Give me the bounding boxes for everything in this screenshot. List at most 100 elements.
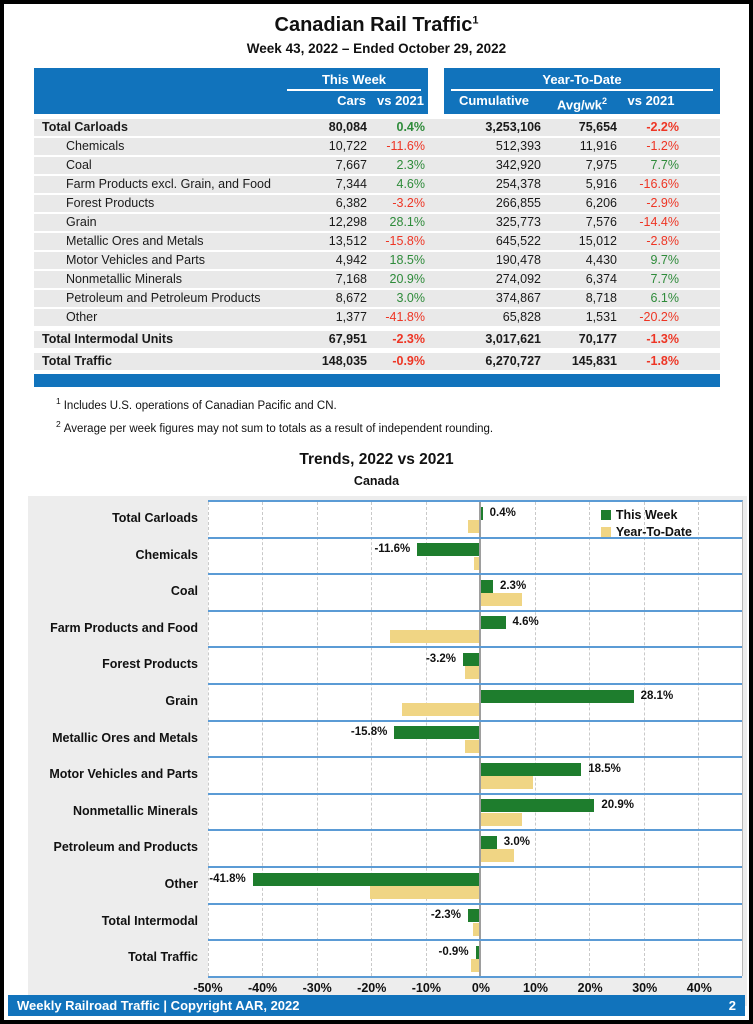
row-gap — [428, 252, 444, 269]
this-week-bar — [417, 543, 481, 557]
row-gap — [428, 271, 444, 288]
row-separator-line — [208, 939, 742, 942]
bar-value-label: -11.6% — [374, 543, 411, 556]
row-label: Motor Vehicles and Parts — [66, 253, 205, 267]
cumulative-value: 3,253,106 — [485, 120, 541, 134]
cumulative-value: 6,270,727 — [485, 354, 541, 368]
x-axis-tick-label: -30% — [302, 981, 332, 995]
avg-per-week-value: 7,576 — [585, 215, 617, 229]
avg-per-week-value: 1,531 — [585, 310, 617, 324]
bar-value-label: -15.8% — [350, 726, 388, 739]
ytd-vs2021-value: 6.1% — [650, 291, 680, 305]
this-week-bar — [467, 909, 481, 923]
chart-category-label: Coal — [170, 584, 198, 599]
cumulative-value: 325,773 — [495, 215, 541, 229]
trends-chart: Total Carloads Chemicals Coal Farm Products… — [28, 496, 747, 1006]
table-row: Total Traffic 148,035 -0.9% 6,270,727 145,83… — [34, 353, 720, 370]
this-week-vs2021-value: 18.5% — [389, 253, 425, 267]
cars-value: 13,512 — [328, 234, 367, 248]
row-gap — [428, 214, 444, 231]
footnote-2-text: Average per week figures may not sum to … — [63, 422, 494, 435]
table-row: Total Carloads 80,084 0.4% 3,253,106 75,654 -… — [34, 119, 720, 136]
this-week-group-label: This Week — [287, 72, 421, 91]
row-pad — [682, 290, 720, 307]
cumulative-value: 190,478 — [495, 253, 541, 267]
gridline — [262, 502, 264, 976]
table-row: Metallic Ores and Metals 13,512 -15.8% 645,… — [34, 233, 720, 250]
legend-item-this-week: This Week — [600, 507, 692, 523]
chart-category-label: Petroleum and Products — [53, 840, 198, 855]
table-row: Forest Products 6,382 -3.2% 266,855 6,206 -2.… — [34, 195, 720, 212]
footnote-2: 2 Average per week figures may not sum to… — [56, 418, 749, 438]
legend-label-ytd: Year-To-Date — [615, 525, 692, 539]
row-label: Nonmetallic Minerals — [66, 272, 183, 286]
row-label: Other — [66, 310, 98, 324]
this-week-bar — [480, 579, 493, 593]
row-label: Chemicals — [66, 139, 125, 153]
row-separator-line — [208, 902, 742, 905]
row-pad — [682, 214, 720, 231]
header-blank-cell — [34, 91, 280, 114]
chart-category-label: Forest Products — [102, 657, 198, 672]
x-axis-tick-label: -20% — [357, 981, 387, 995]
avg-per-week-value: 4,430 — [585, 253, 617, 267]
this-week-bar — [394, 726, 481, 740]
cars-value: 7,168 — [335, 272, 367, 286]
gridline — [316, 502, 318, 976]
chart-category-label: Nonmetallic Minerals — [72, 803, 198, 818]
table-row: Total Intermodal Units 67,951 -2.3% 3,017,6… — [34, 331, 720, 348]
footer-bar: Weekly Railroad Traffic | Copyright AAR,… — [8, 995, 745, 1016]
row-pad — [682, 353, 720, 370]
row-separator-line — [208, 573, 742, 576]
ytd-vs2021-value: -20.2% — [639, 310, 679, 324]
x-axis-tick-label: -40% — [247, 981, 278, 995]
row-pad — [682, 176, 720, 193]
chart-category-label: Farm Products and Food — [50, 620, 198, 635]
cars-value: 148,035 — [321, 354, 367, 368]
avgwk-label: Avg/wk — [556, 97, 602, 113]
avg-per-week-value: 70,177 — [578, 332, 617, 346]
table-row: Nonmetallic Minerals 7,168 20.9% 274,092 6,3… — [34, 271, 720, 288]
header-blank-cell — [34, 68, 280, 91]
year-to-date-bar — [473, 922, 481, 936]
bar-value-label: 0.4% — [489, 506, 516, 519]
page-title-text: Canadian Rail Traffic — [274, 14, 473, 36]
row-label: Total Intermodal Units — [42, 332, 174, 346]
bar-value-label: 18.5% — [588, 762, 621, 775]
row-separator-line — [208, 719, 742, 722]
avg-per-week-value: 11,916 — [579, 139, 617, 153]
x-axis-tick-label: 20% — [577, 981, 603, 995]
avgwk-footnote-marker: 2 — [602, 96, 608, 106]
this-week-vs2021-value: -11.6% — [386, 139, 425, 153]
year-to-date-bar — [470, 959, 481, 973]
row-pad — [682, 119, 720, 136]
ytd-vs2021-value: -1.3% — [646, 332, 679, 346]
year-to-date-bar — [389, 629, 481, 643]
row-gap — [428, 353, 444, 370]
row-gap — [428, 290, 444, 307]
x-axis-tick-label: -10% — [411, 981, 441, 995]
x-axis-tick-label: 0% — [471, 981, 490, 995]
ytd-vs2021-value: 9.7% — [650, 253, 680, 267]
x-axis-tick-label: -50% — [193, 981, 223, 995]
row-separator-line — [208, 829, 742, 832]
gridline — [208, 502, 209, 976]
row-separator-line — [208, 756, 742, 759]
chart-x-axis: -50% -40% -30% -20% -10% 0% 10% 20% 30% 40% — [193, 976, 743, 1002]
ytd-vs2021-value: -1.8% — [646, 354, 679, 368]
row-pad — [682, 252, 720, 269]
row-label: Coal — [66, 158, 92, 172]
this-week-vs2021-value: 0.4% — [396, 120, 426, 134]
ytd-vs2021-value: -2.2% — [646, 120, 679, 134]
year-to-date-bar — [464, 666, 481, 680]
row-label: Farm Products excl. Grain, and Food — [66, 177, 271, 191]
row-gap — [428, 309, 444, 326]
footnotes: 1 Includes U.S. operations of Canadian Pa… — [56, 395, 749, 437]
legend-label-this-week: This Week — [615, 508, 678, 522]
column-header-tw-vs2021: vs 2021 — [370, 91, 428, 114]
cumulative-value: 645,522 — [495, 234, 541, 248]
this-week-bar — [252, 872, 481, 886]
this-week-vs2021-value: 2.3% — [396, 158, 426, 172]
avg-per-week-value: 6,206 — [585, 196, 617, 210]
row-separator-line — [208, 683, 742, 685]
